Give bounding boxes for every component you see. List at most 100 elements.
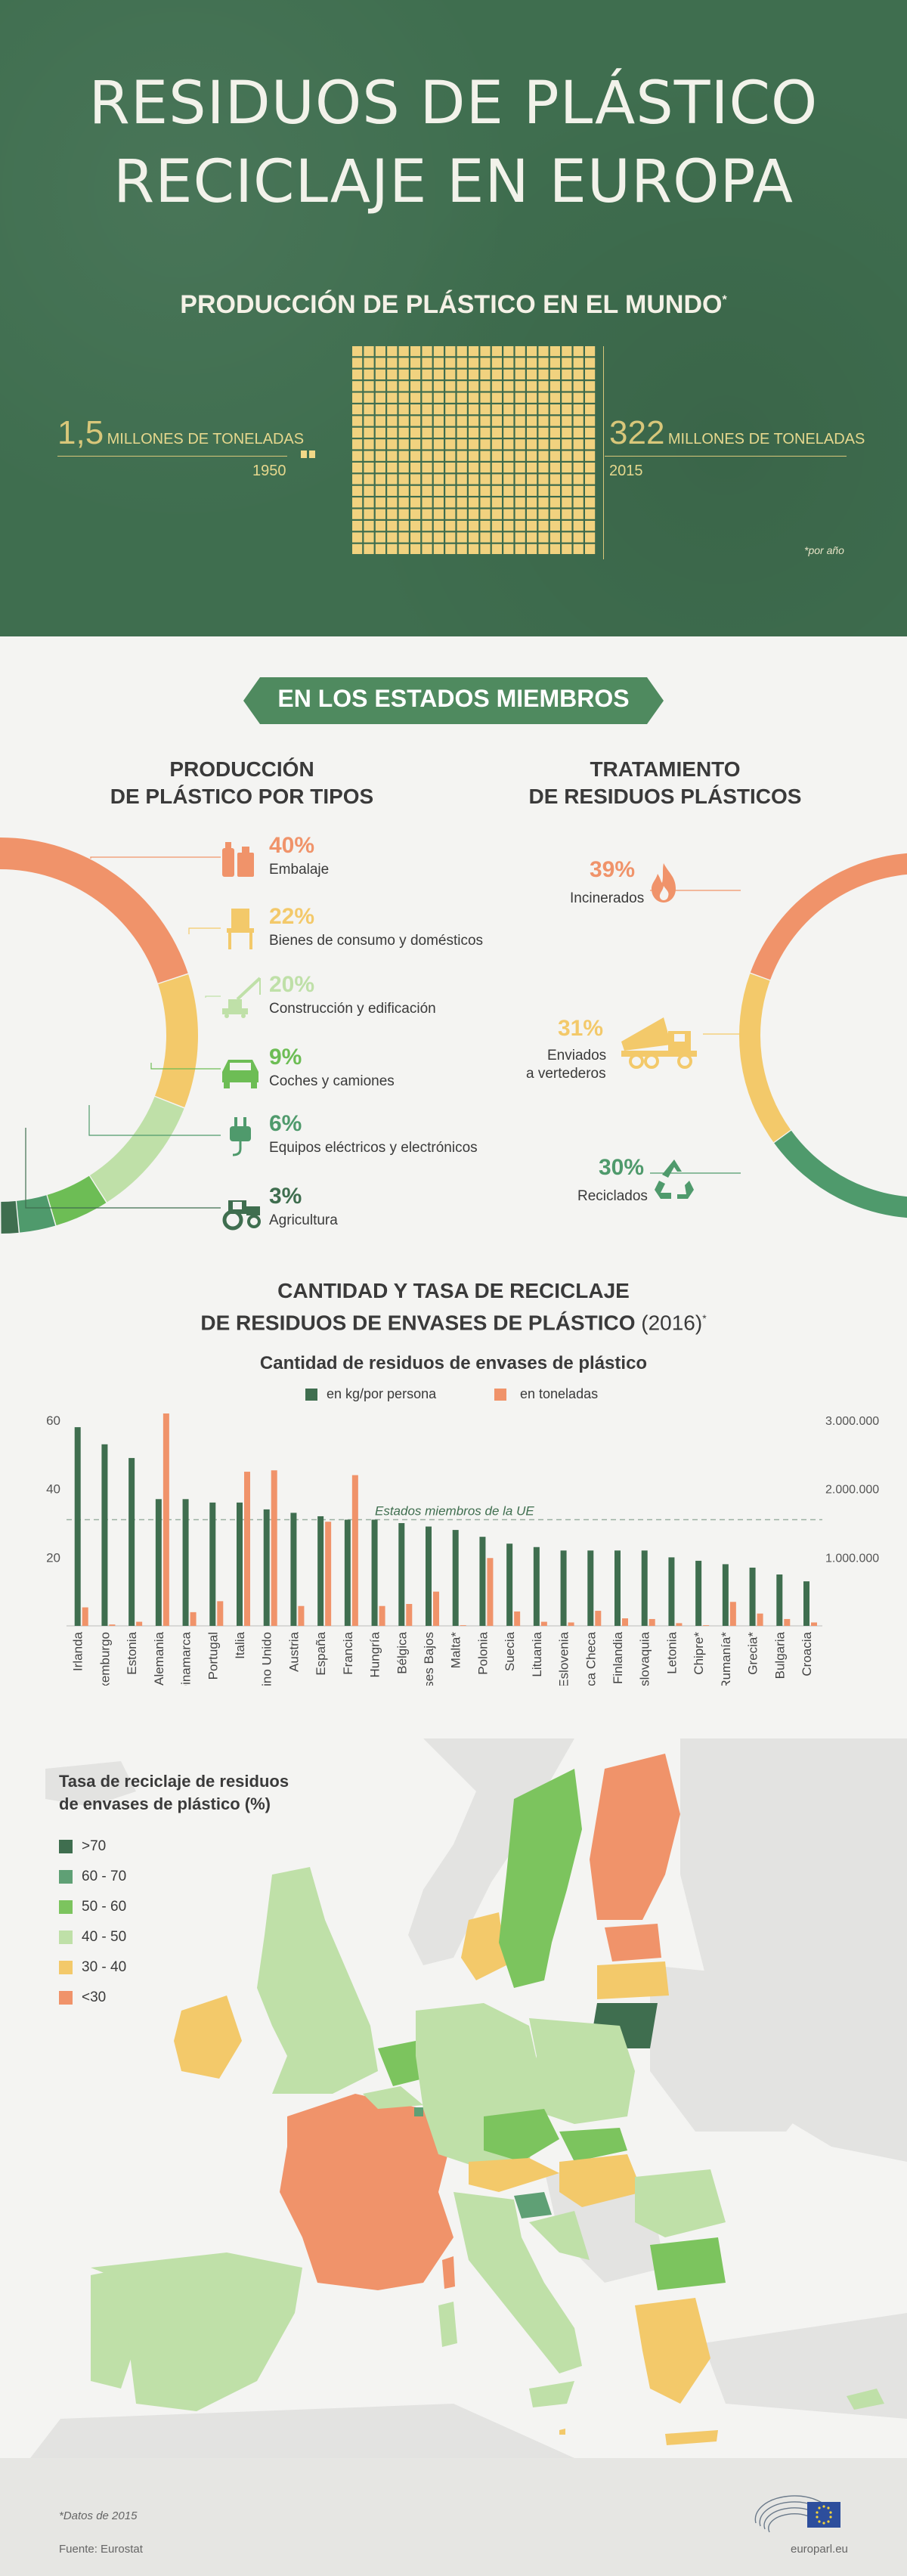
bar-tonnes (729, 1602, 736, 1626)
map-austria (469, 2158, 559, 2192)
production-square (585, 346, 596, 357)
production-square (457, 485, 467, 496)
treat-landfill-label-2: a vertederos (526, 1066, 606, 1082)
production-square (469, 509, 479, 519)
production-square (422, 381, 432, 392)
map-spain (91, 2252, 302, 2411)
production-square (387, 450, 398, 461)
production-square (364, 416, 374, 426)
member-states-banner-text: EN LOS ESTADOS MIEMBROS (277, 685, 630, 712)
production-square (562, 485, 572, 496)
production-square (538, 521, 549, 531)
production-square (549, 543, 560, 554)
map-sardinia (438, 2302, 457, 2347)
production-square (375, 474, 385, 485)
treatment-title: TRATAMIENTO DE RESIDUOS PLÁSTICOS (528, 757, 802, 808)
production-square (549, 474, 560, 485)
recycle-icon (655, 1160, 694, 1199)
production-square (562, 346, 572, 357)
production-square (469, 381, 479, 392)
production-square (387, 416, 398, 426)
production-square (515, 509, 525, 519)
production-square (538, 427, 549, 438)
map-hungary (559, 2154, 642, 2207)
types-donut-slice (1, 1201, 19, 1234)
production-square (503, 497, 514, 508)
production-square (573, 543, 584, 554)
car-icon (218, 1046, 263, 1091)
production-square (573, 404, 584, 415)
map-turkey (703, 2313, 907, 2419)
x-category-label: Irlanda (71, 1631, 85, 1671)
production-square (387, 509, 398, 519)
production-square (352, 358, 363, 368)
production-square (538, 450, 549, 461)
bar-tonnes (163, 1413, 169, 1626)
production-square (527, 358, 537, 368)
footer-site: europarl.eu (791, 2543, 848, 2556)
map-legend-swatch (59, 1840, 73, 1853)
production-square (457, 543, 467, 554)
bar-kg (101, 1444, 108, 1626)
map-slovenia (514, 2192, 552, 2218)
production-square (562, 416, 572, 426)
production-square (562, 439, 572, 450)
production-square (469, 485, 479, 496)
bar-tonnes (298, 1605, 305, 1626)
production-square (433, 392, 444, 403)
production-square (398, 543, 409, 554)
production-square (549, 369, 560, 379)
production-square (538, 392, 549, 403)
production-square (491, 392, 502, 403)
map-slovakia (559, 2128, 627, 2162)
production-square (387, 346, 398, 357)
production-square (398, 392, 409, 403)
production-square (491, 416, 502, 426)
production-square (585, 392, 596, 403)
production-square (573, 521, 584, 531)
production-square (422, 427, 432, 438)
production-square (387, 439, 398, 450)
type-leader-line (90, 856, 221, 859)
production-square (503, 416, 514, 426)
x-category-label: Suecia (503, 1631, 517, 1671)
production-square (503, 392, 514, 403)
production-square (480, 485, 491, 496)
x-category-label: Bulgaria (772, 1631, 787, 1679)
production-square (398, 416, 409, 426)
production-square (375, 358, 385, 368)
production-square (457, 381, 467, 392)
production-square (457, 450, 467, 461)
production-square (469, 416, 479, 426)
production-square (398, 509, 409, 519)
map-poland (529, 2018, 635, 2124)
production-square (410, 358, 421, 368)
type-pct: 20% (269, 972, 315, 997)
production-square (375, 450, 385, 461)
production-square (445, 532, 456, 543)
bar-kg (182, 1499, 189, 1626)
map-greece (635, 2298, 710, 2404)
production-square (410, 439, 421, 450)
production-square (422, 346, 432, 357)
x-category-label: Austria (286, 1631, 301, 1671)
production-square (562, 521, 572, 531)
production-square (410, 369, 421, 379)
bar-kg (668, 1557, 675, 1626)
map-north-africa (30, 2404, 574, 2458)
production-square (422, 509, 432, 519)
production-square (364, 346, 374, 357)
x-category-label: Letonia (664, 1631, 679, 1673)
map-legend-swatch (59, 1870, 73, 1884)
production-square (585, 358, 596, 368)
production-square (422, 392, 432, 403)
production-square (469, 404, 479, 415)
bar-tonnes (325, 1522, 332, 1626)
legend-swatch-tonnes (494, 1389, 506, 1401)
production-square (562, 497, 572, 508)
x-category-label: Francia (341, 1631, 355, 1674)
x-category-label: Croacia (800, 1631, 814, 1676)
production-square (585, 439, 596, 450)
bar-kg (398, 1523, 405, 1626)
x-category-label: Estonia (125, 1631, 139, 1674)
